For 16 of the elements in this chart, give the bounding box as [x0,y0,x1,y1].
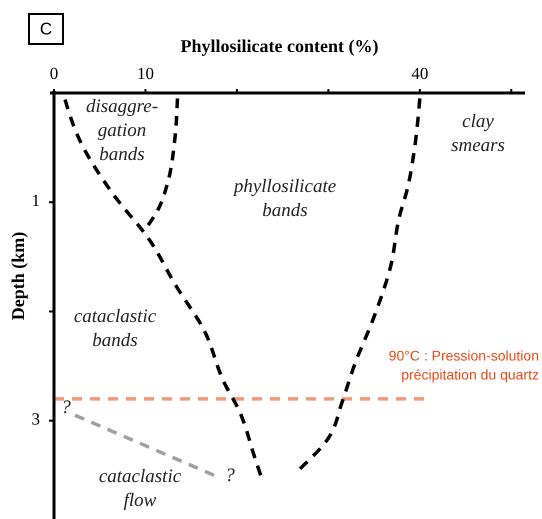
annotation: clay smears [451,111,505,156]
y-tick-label: 1 [32,191,40,210]
annotation: ? [225,465,236,486]
chart-title: C [40,19,52,38]
x-axis-title: Phyllosilicate content (%) [180,36,378,56]
annotation: disaggre- gation bands [86,96,158,166]
y-axis-title: Depth (km) [8,232,28,320]
annotation: cataclastic bands [74,306,157,352]
annotation: ? [61,397,72,418]
annotation: phyllosilicate bands [232,176,336,222]
y-tick-label: 3 [32,410,40,429]
annotation: cataclastic flow [98,466,182,512]
x-tick-label: 10 [136,64,154,83]
x-tick-label: 40 [411,64,428,83]
ref-line-label: 90°C : Pression-solution précipitation du quartz [388,347,539,382]
x-tick-label: 0 [50,64,58,83]
